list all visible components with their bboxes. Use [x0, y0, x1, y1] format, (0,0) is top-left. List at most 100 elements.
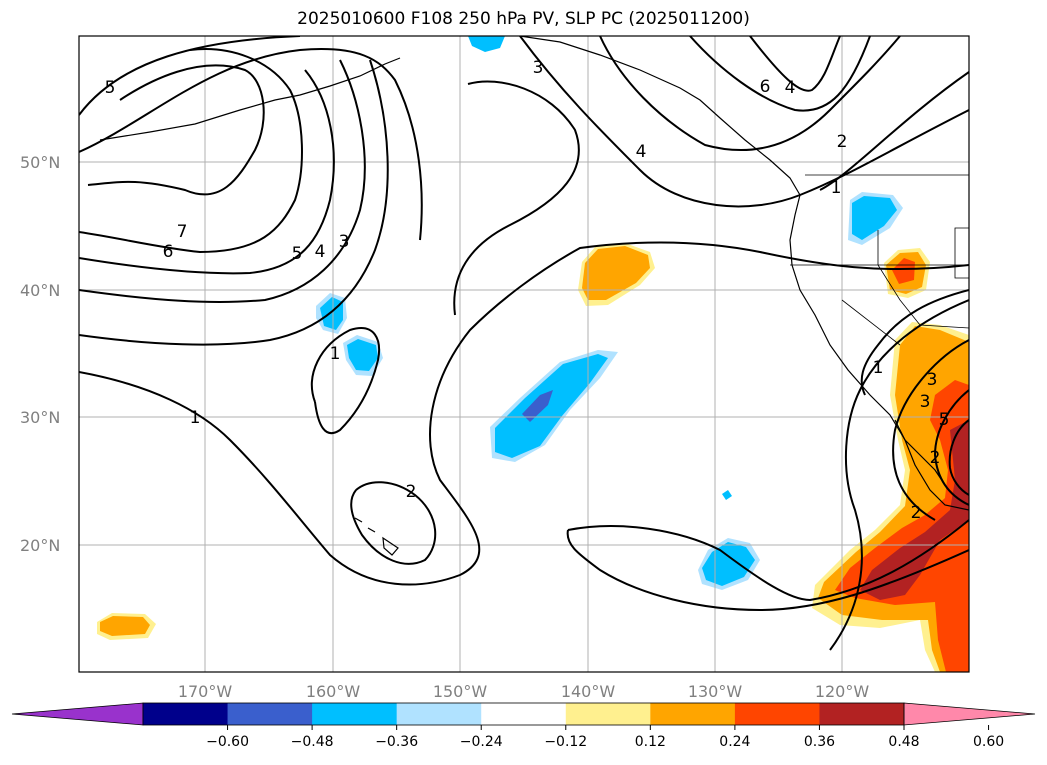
state-border [841, 299, 901, 346]
colorbar-label: 0.36 [804, 734, 835, 750]
pv-negative-region [320, 297, 343, 330]
contour-line [892, 339, 969, 521]
contour-label: 1 [190, 408, 201, 428]
map-title: 2025010600 F108 250 hPa PV, SLP PC (2025… [297, 9, 750, 29]
contour-line [689, 36, 871, 112]
contour-line [829, 299, 969, 651]
contour-labels: 5 3 6 4 4 2 7 6 5 4 3 1 1 2 1 1 3 3 5 2 … [105, 58, 950, 523]
contour-line [79, 69, 335, 275]
colorbar-label: 0.48 [888, 734, 919, 750]
pv-negative-region [347, 339, 378, 371]
pv-positive-region [892, 258, 915, 284]
lon-tick-label: 170°W [178, 682, 233, 701]
contour-label: 2 [930, 448, 941, 468]
pv-negative-region [852, 196, 897, 240]
slp-contours [79, 36, 969, 651]
hawaii-islands [354, 517, 399, 556]
colorbar-segment [312, 703, 398, 725]
contour-label: 3 [927, 370, 938, 390]
state-border [954, 227, 969, 279]
contour-label: 2 [911, 503, 922, 523]
pv-shading [97, 36, 969, 672]
contour-label: 3 [339, 232, 350, 252]
map-area [79, 36, 969, 672]
colorbar-segment [650, 703, 736, 725]
contour-label: 6 [163, 242, 174, 262]
contour-label: 4 [636, 142, 647, 162]
contour-line [79, 48, 303, 254]
political-borders [790, 174, 969, 346]
contour-line [310, 327, 380, 435]
contour-line [567, 519, 969, 602]
alaska-coast [519, 36, 801, 196]
na-west-coast [789, 194, 969, 511]
colorbar-segment [565, 703, 651, 725]
contour-label: 2 [837, 132, 848, 152]
state-border [877, 230, 969, 329]
contour-line [79, 59, 389, 346]
contour-label: 1 [873, 358, 884, 378]
contour-label: 4 [785, 78, 796, 98]
colorbar-label: 0.24 [719, 734, 750, 750]
map-frame [78, 35, 970, 673]
contour-label: 5 [939, 410, 950, 430]
lat-tick-label: 30°N [20, 408, 60, 427]
contour-line [350, 481, 437, 565]
pv-negative-region [495, 354, 608, 458]
lat-axis: 50°N 40°N 30°N 20°N [20, 153, 60, 555]
lat-tick-label: 40°N [20, 281, 60, 300]
lon-tick-label: 130°W [688, 682, 743, 701]
colorbar-frame [142, 702, 905, 726]
colorbar-segment [481, 703, 567, 725]
colorbar-label: −0.24 [460, 734, 503, 750]
pv-positive-region [100, 616, 150, 636]
colorbar-label: 0.60 [973, 734, 1004, 750]
contour-label: 6 [760, 77, 771, 97]
colorbar-label: −0.12 [544, 734, 587, 750]
colorbar-extend-min [11, 702, 144, 726]
contour-line [566, 529, 969, 612]
contour-label: 2 [406, 482, 417, 502]
contour-label: 1 [330, 344, 341, 364]
baja-coast [894, 419, 946, 486]
colorbar-label: −0.36 [375, 734, 418, 750]
contour-label: 3 [533, 58, 544, 78]
contour-label: 5 [105, 78, 116, 98]
contour-line [79, 241, 969, 586]
contour-label: 1 [831, 178, 842, 198]
contour-line [87, 64, 265, 196]
pv-negative-region [522, 390, 553, 422]
pv-positive-region [582, 246, 650, 300]
contour-line [79, 36, 301, 116]
pv-positive-region [835, 380, 969, 672]
gridlines [79, 36, 969, 672]
colorbar-label: −0.48 [291, 734, 334, 750]
contour-label: 4 [315, 242, 326, 262]
lon-axis: 170°W 160°W 150°W 140°W 130°W 120°W [178, 682, 870, 701]
contour-label: 5 [292, 244, 303, 264]
contour-line [519, 36, 969, 208]
colorbar-segment [734, 703, 820, 725]
lon-tick-label: 140°W [561, 682, 616, 701]
colorbar-label: −0.60 [206, 734, 249, 750]
lon-tick-label: 150°W [433, 682, 488, 701]
lat-tick-label: 50°N [20, 153, 60, 172]
colorbar-segment [143, 703, 229, 725]
colorbar-segment [396, 703, 482, 725]
contour-line [860, 289, 969, 396]
contour-line [599, 36, 901, 152]
contour-line [948, 419, 969, 496]
lon-tick-label: 120°W [815, 682, 870, 701]
pv-negative-region [722, 490, 732, 500]
contour-line [453, 80, 580, 316]
colorbar-segment [227, 703, 313, 725]
contour-label: 7 [177, 222, 188, 242]
colorbar-segment [819, 703, 905, 725]
lat-tick-label: 20°N [20, 536, 60, 555]
contour-line [79, 59, 366, 303]
lon-tick-label: 160°W [306, 682, 361, 701]
colorbar-label: 0.12 [635, 734, 666, 750]
colorbar-extend-max [903, 702, 1036, 726]
pv-negative-region [468, 36, 505, 52]
